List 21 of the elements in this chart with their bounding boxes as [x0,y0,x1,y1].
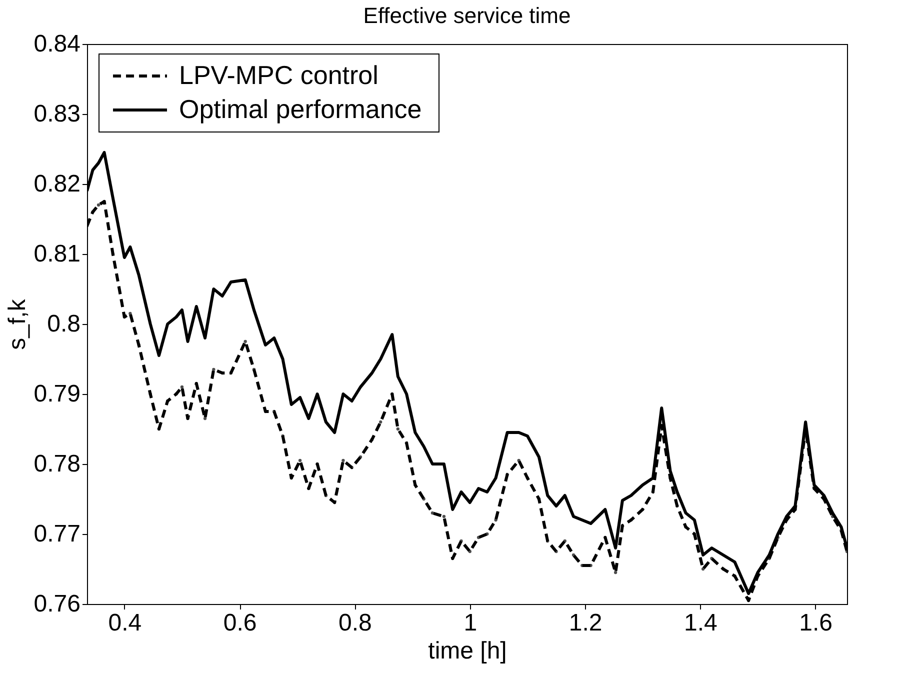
y-tick-label: 0.84 [34,30,80,58]
x-axis-title: time [h] [428,638,507,664]
y-tick-label: 0.76 [34,590,80,618]
legend-label: LPV-MPC control [179,60,378,90]
x-tick-label: 1.4 [684,610,718,636]
x-tick-label: 0.4 [108,610,142,636]
y-tick-label: 0.8 [47,310,80,338]
y-tick-label: 0.83 [34,100,80,128]
y-tick-label: 0.82 [34,170,80,198]
y-tick-label: 0.77 [34,520,80,548]
x-tick-label: 0.8 [338,610,372,636]
y-tick-label: 0.79 [34,380,80,408]
x-tick-label: 0.6 [223,610,257,636]
x-tick-label: 1.6 [799,610,833,636]
x-tick-label: 1.2 [568,610,602,636]
y-axis-title: s_f,k [4,298,31,350]
y-tick-label: 0.81 [34,240,80,268]
y-tick-label: 0.78 [34,450,80,478]
x-tick-label: 1 [464,610,478,636]
chart-title: Effective service time [363,3,571,28]
legend-label: Optimal performance [179,94,422,124]
